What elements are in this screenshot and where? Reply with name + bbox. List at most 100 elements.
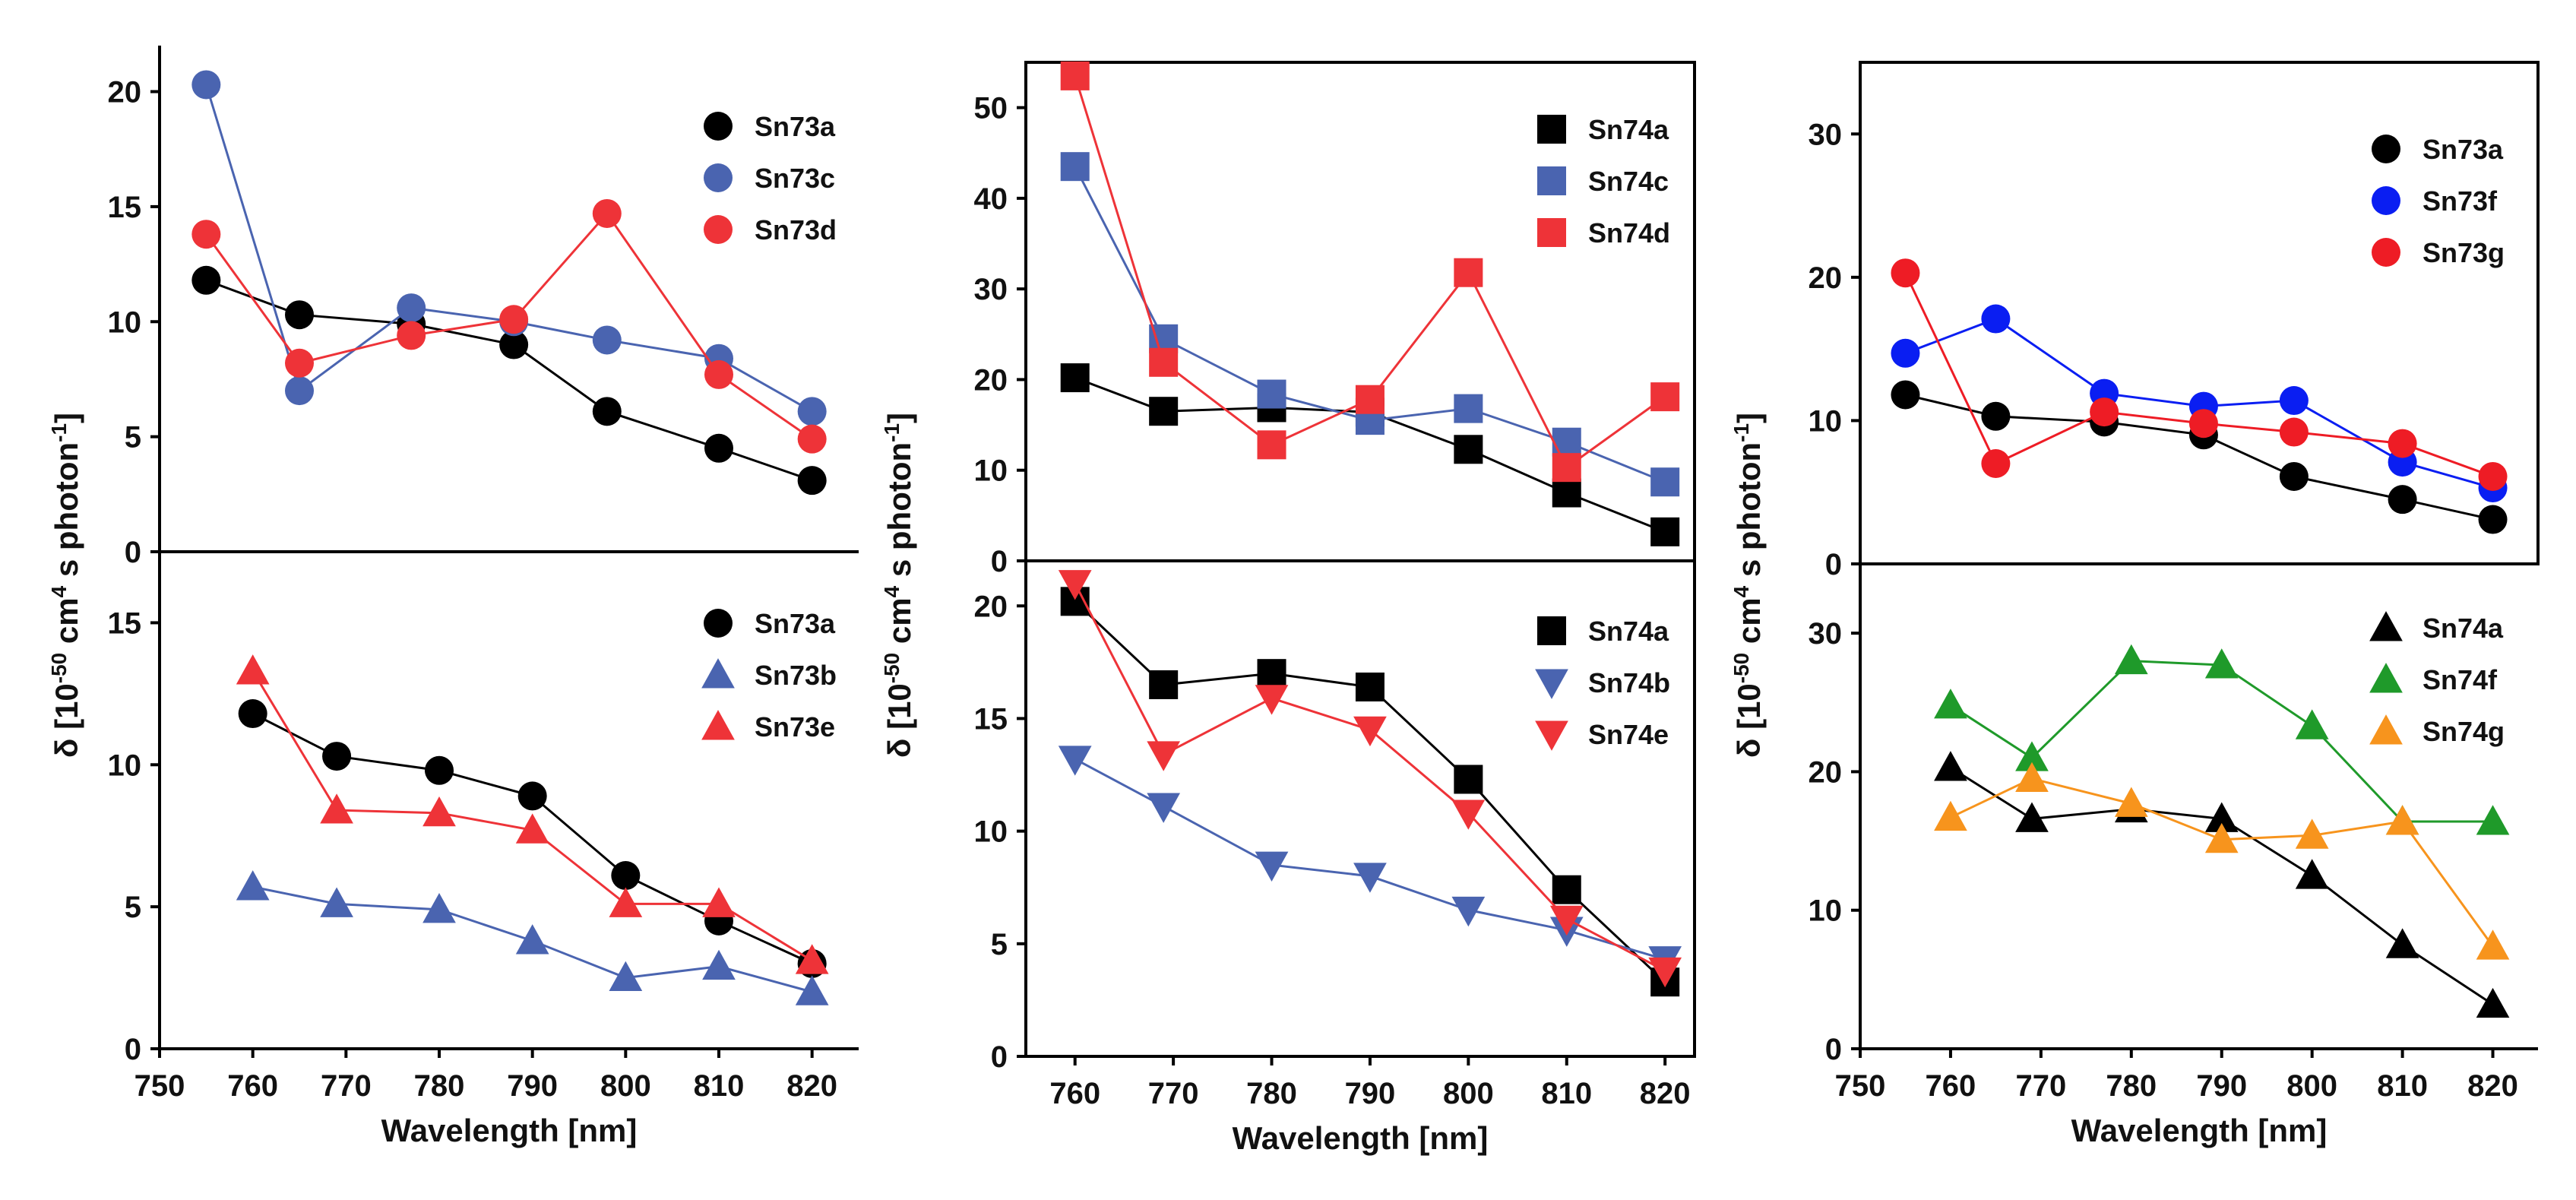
data-point [2295,709,2329,739]
data-point [191,220,221,249]
data-point [1648,957,1682,988]
data-point [422,796,456,827]
data-point [2015,741,2049,771]
series-Sn74a [1060,587,1680,997]
data-point [285,300,314,330]
ytitle-mid2: s photon [1731,442,1767,586]
legend-label: Sn73a [755,111,836,142]
y-axis-title-left: δ [10-50 cm4 s photon-1] [47,413,85,758]
data-point [1147,793,1181,823]
data-point [609,961,643,992]
x-tick-label: 790 [2196,1069,2247,1103]
data-point [1454,765,1483,794]
data-point [1981,401,2011,431]
series-Sn74d [1060,61,1680,483]
data-point [236,870,270,901]
legend: Sn73a Sn73c Sn73d [704,111,837,245]
x-tick-label: 770 [321,1069,372,1103]
data-point [1147,741,1181,771]
data-point [515,924,549,955]
legend-marker [1537,218,1566,247]
data-point [1552,453,1581,483]
x-tick-label: 750 [134,1069,185,1103]
y-tick-label: 50 [974,92,1008,125]
data-point [609,887,643,917]
data-point [2204,648,2239,679]
data-point [1891,380,1920,410]
chart-panel-5: 0 10 20 30 Sn73a Sn73f Sn73g [1809,61,2540,581]
data-point [2204,802,2239,832]
data-point [1353,716,1387,747]
data-point [2476,929,2510,960]
data-point [2385,805,2419,835]
series-Sn74g [1934,761,2510,960]
data-point [1060,61,1090,90]
data-point [1981,304,2011,334]
data-point [499,330,529,359]
x-tick-label: 810 [1541,1077,1592,1110]
x-tick-label: 800 [2286,1069,2337,1103]
y-tick-label: 30 [974,273,1008,306]
data-point [795,944,829,974]
data-point [2114,644,2148,675]
ytitle-exp2: 4 [1729,585,1753,597]
x-tick-label: 790 [1345,1077,1396,1110]
legend-marker [704,163,733,192]
legend-label: Sn73a [755,608,836,639]
x-tick-label: 800 [1443,1077,1494,1110]
data-point [2476,987,2510,1018]
x-tick-label: 820 [2467,1069,2518,1103]
y-axis-title-middle: δ [10-50 cm4 s photon-1] [880,413,918,758]
legend-label: Sn74b [1588,667,1670,698]
ytitle-exp3: -1 [47,423,71,442]
series-Sn73d [191,198,827,454]
y-tick-label: 10 [974,815,1008,849]
ytitle-suffix: ] [1731,413,1767,423]
data-point [191,265,221,295]
x-tick-label: 780 [414,1069,465,1103]
ytitle-exp1: -50 [47,653,71,683]
x-tick-label: 770 [2015,1069,2066,1103]
y-tick-label: 30 [1809,118,1843,151]
x-axis-title: Wavelength [nm] [1233,1120,1489,1156]
data-point [1891,258,1920,288]
y-tick-label: 5 [125,421,141,454]
y-tick-label: 30 [1809,617,1843,651]
data-point [1058,570,1092,600]
x-tick-label: 800 [600,1069,651,1103]
y-tick-label: 0 [991,1040,1008,1074]
legend-label: Sn73b [755,660,837,691]
legend-label: Sn73c [755,163,835,194]
data-point [2015,802,2049,832]
x-tick-label: 760 [1049,1077,1100,1110]
ytitle-mid2: s photon [881,442,917,586]
data-point [1149,397,1179,426]
ytitle-suffix: ] [881,413,917,423]
legend-marker [2369,611,2403,641]
data-point [1454,258,1483,287]
chart-panel-6: 0 10 20 30 750 760 770 780 790 800 810 820 Wavelengt… [1809,564,2538,1148]
y-tick-label: 40 [974,182,1008,216]
data-point [2478,461,2508,491]
data-point [2015,761,2049,793]
data-point [1451,799,1486,830]
data-point [320,887,353,917]
legend-marker [701,710,735,740]
data-point [592,397,622,426]
x-tick-label: 820 [786,1069,837,1103]
legend-label: Sn74a [1588,114,1669,145]
series-Sn73b [236,870,829,1005]
chart-panel-4: 0 5 10 15 20 760 770 780 790 800 810 820 Wavelength … [974,559,1696,1156]
chart-panel-1: 0 5 10 15 20 Sn73a Sn73c Sn73d [108,46,859,569]
legend-marker [704,112,733,141]
y-tick-label: 10 [1809,404,1843,438]
legend-marker [2372,186,2400,215]
y-tick-label: 10 [1809,894,1843,928]
legend-marker [704,215,733,244]
data-point [285,348,314,378]
legend-label: Sn74c [1588,166,1669,197]
legend-label: Sn73e [755,711,835,742]
data-point [397,293,426,323]
legend-marker [2369,663,2403,693]
